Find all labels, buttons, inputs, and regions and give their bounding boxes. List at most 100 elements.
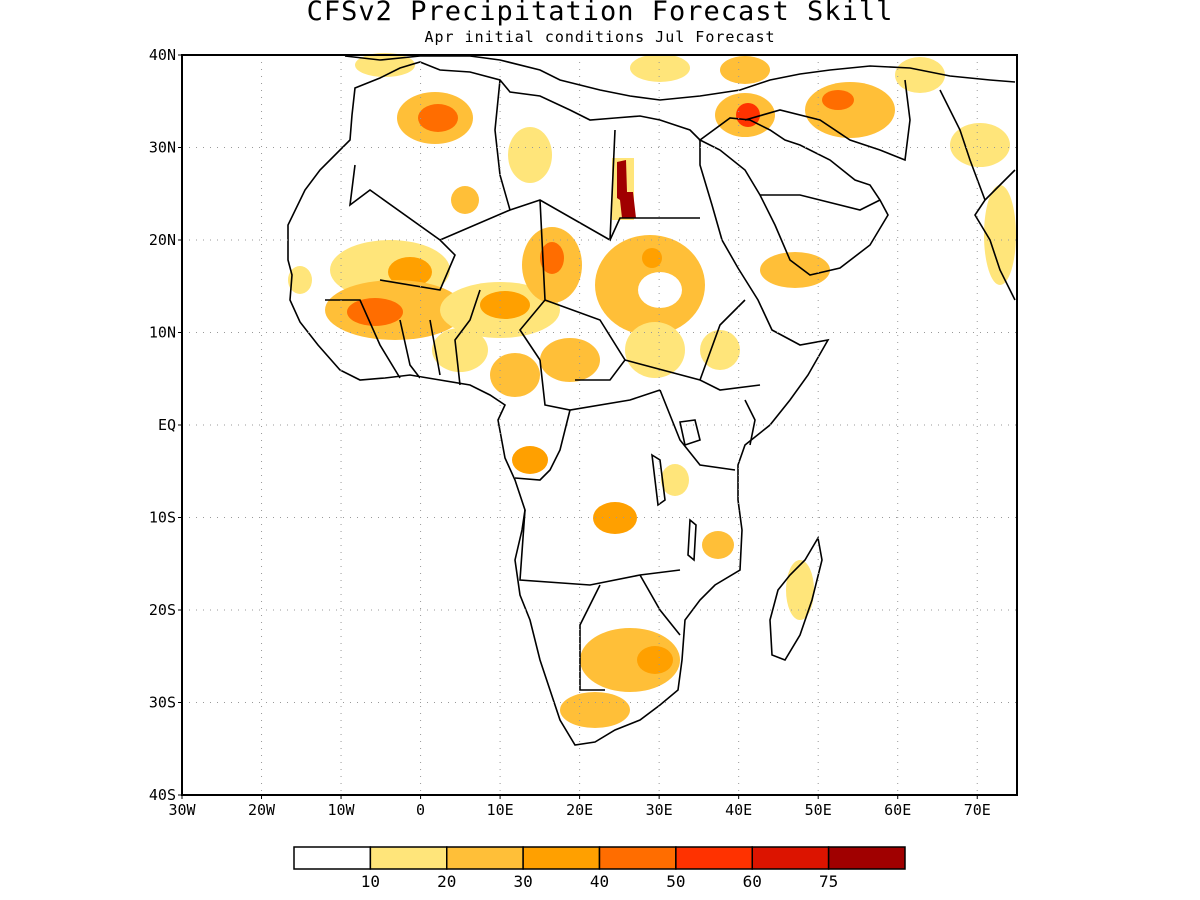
latitude-labels: 40N 30N 20N 10N EQ 10S 20S 30S 40S: [149, 46, 182, 804]
country-border: [519, 509, 681, 586]
skill-area: [625, 322, 685, 378]
lat-tick-label: 40S: [149, 786, 176, 804]
lon-tick-label: 30E: [646, 801, 673, 819]
country-border: [325, 299, 401, 379]
skill-area: [895, 57, 945, 93]
chart-title: CFSv2 Precipitation Forecast Skill: [306, 0, 894, 27]
lon-tick-label: 50E: [805, 801, 832, 819]
lat-tick-label: 20N: [149, 231, 176, 249]
europe-coastline: [344, 55, 1016, 101]
country-border: [744, 79, 911, 162]
skill-area: [451, 186, 479, 214]
lon-tick-label: 40E: [725, 801, 752, 819]
skill-area: [490, 353, 540, 397]
skill-area: [642, 248, 662, 268]
coastlines-borders: [287, 55, 1016, 746]
skill-area: [418, 104, 458, 132]
lake-outline: [679, 419, 701, 447]
country-border: [699, 299, 746, 381]
lon-tick-label: 60E: [884, 801, 911, 819]
lon-tick-label: 20W: [248, 801, 276, 819]
country-border: [494, 79, 511, 211]
skill-area: [700, 330, 740, 370]
lon-tick-label: 10E: [487, 801, 514, 819]
lake-outline: [687, 518, 697, 562]
country-border: [429, 319, 441, 376]
colorbar-swatch: [598, 846, 677, 870]
skill-shading: [288, 53, 1016, 728]
skill-area: [736, 103, 760, 127]
skill-area: [593, 502, 637, 534]
country-border: [659, 389, 736, 471]
lat-tick-label: 30S: [149, 694, 176, 712]
skill-area: [638, 272, 682, 308]
skill-area: [347, 298, 403, 326]
skill-area: [702, 531, 734, 559]
colorbar-swatch: [522, 846, 601, 870]
africa-coastline: [287, 61, 830, 746]
country-border: [454, 289, 481, 386]
country-border: [514, 409, 571, 481]
skill-area: [432, 328, 488, 372]
country-border: [399, 319, 421, 379]
skill-area: [760, 252, 830, 288]
skill-area: [288, 266, 312, 294]
skill-area: [540, 242, 564, 274]
colorbar-swatch: [293, 846, 372, 870]
grid-lines: [182, 55, 1017, 795]
country-border: [624, 359, 761, 391]
india-coastline: [974, 169, 1016, 301]
skill-area: [786, 560, 814, 620]
lon-tick-label: 10W: [328, 801, 356, 819]
lon-tick-label: 20E: [566, 801, 593, 819]
colorbar-swatch: [751, 846, 830, 870]
lat-tick-label: 20S: [149, 601, 176, 619]
lon-tick-label: 70E: [964, 801, 991, 819]
skill-area: [540, 338, 600, 382]
country-border: [519, 199, 546, 361]
colorbar-swatch: [675, 846, 753, 870]
lat-tick-label: 40N: [149, 46, 176, 64]
lat-tick-label: 10N: [149, 324, 176, 342]
colorbar-label: 75: [819, 872, 838, 891]
colorbar-swatch: [827, 846, 906, 870]
longitude-labels: 30W 20W 10W 0 10E 20E 30E 40E 50E 60E 70E: [168, 795, 991, 819]
colorbar-label: 40: [590, 872, 609, 891]
skill-area: [580, 628, 680, 692]
colorbar-swatch: [446, 846, 524, 870]
skill-area: [512, 446, 548, 474]
country-border: [744, 399, 756, 446]
colorbar-label: 60: [743, 872, 762, 891]
madagascar-coastline: [769, 535, 823, 661]
skill-area: [508, 127, 552, 183]
colorbar-label: 20: [437, 872, 456, 891]
skill-area: [984, 185, 1016, 285]
arabia-coastline: [698, 117, 889, 276]
skill-area: [720, 56, 770, 84]
colorbar-label: 30: [513, 872, 532, 891]
country-border: [939, 89, 986, 201]
lon-tick-label: 0: [416, 801, 425, 819]
country-border: [639, 574, 681, 636]
lat-tick-label: EQ: [158, 416, 176, 434]
skill-area: [661, 464, 689, 496]
skill-area: [822, 90, 854, 110]
skill-area: [480, 291, 530, 319]
skill-area: [617, 160, 636, 218]
country-border: [760, 194, 881, 211]
lat-tick-label: 10S: [149, 509, 176, 527]
lake-outline: [651, 453, 666, 507]
colorbar-label: 50: [666, 872, 685, 891]
lat-tick-label: 30N: [149, 139, 176, 157]
skill-area: [950, 123, 1010, 167]
colorbar-swatch: [369, 846, 448, 870]
skill-area: [630, 54, 690, 82]
lon-tick-label: 30W: [168, 801, 196, 819]
colorbar: 10 20 30 40 50 60 75: [293, 846, 906, 891]
skill-area: [560, 692, 630, 728]
chart-subtitle: Apr initial conditions Jul Forecast: [424, 28, 776, 46]
country-border: [609, 217, 700, 241]
colorbar-label: 10: [361, 872, 380, 891]
skill-area: [637, 646, 673, 674]
